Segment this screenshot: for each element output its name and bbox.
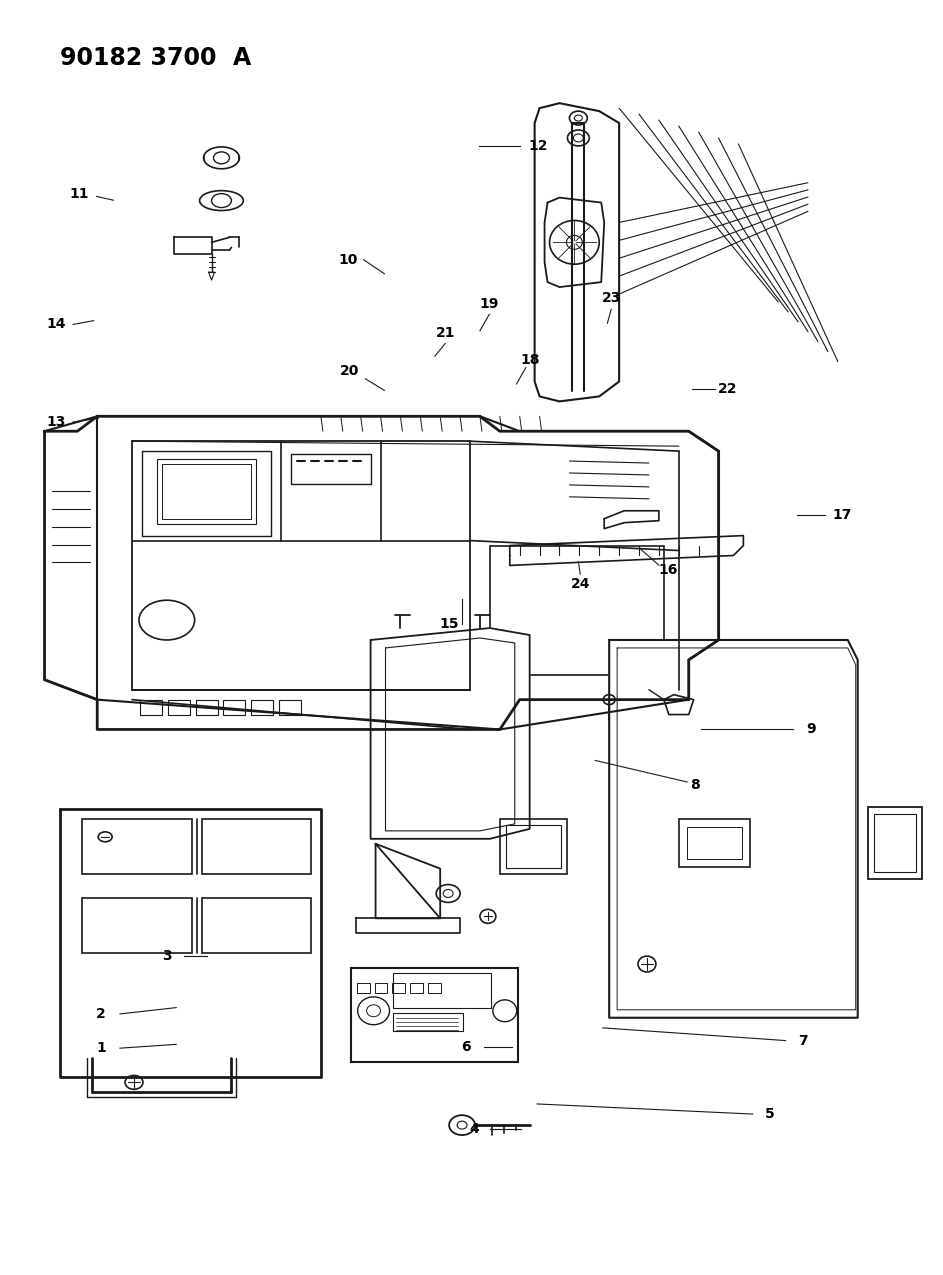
- Text: 20: 20: [339, 365, 359, 379]
- Text: 14: 14: [46, 317, 66, 332]
- Text: 21: 21: [436, 326, 455, 340]
- Text: 17: 17: [832, 507, 852, 521]
- Text: 24: 24: [571, 578, 590, 592]
- Polygon shape: [535, 103, 620, 402]
- Polygon shape: [44, 417, 719, 729]
- Text: 7: 7: [799, 1034, 808, 1048]
- Text: 4: 4: [470, 1122, 479, 1136]
- Polygon shape: [375, 844, 440, 918]
- Text: 22: 22: [718, 382, 737, 397]
- Text: 11: 11: [70, 187, 90, 201]
- Text: 13: 13: [46, 416, 66, 428]
- Text: 8: 8: [689, 778, 700, 792]
- Text: 23: 23: [602, 291, 620, 305]
- Text: 3: 3: [162, 949, 172, 963]
- Text: 2: 2: [96, 1007, 106, 1021]
- Text: 1: 1: [96, 1042, 106, 1056]
- Text: 19: 19: [480, 297, 499, 311]
- Text: 9: 9: [806, 722, 816, 736]
- Text: 5: 5: [765, 1107, 774, 1121]
- Polygon shape: [371, 629, 530, 839]
- Text: 90182 3700  A: 90182 3700 A: [60, 46, 252, 70]
- Text: 16: 16: [658, 564, 678, 578]
- Text: 12: 12: [528, 139, 548, 153]
- Polygon shape: [544, 198, 604, 287]
- Text: 18: 18: [521, 353, 540, 367]
- Text: 15: 15: [439, 617, 458, 631]
- Ellipse shape: [125, 1075, 143, 1089]
- Text: 6: 6: [461, 1040, 471, 1054]
- Text: 10: 10: [339, 252, 357, 266]
- Polygon shape: [609, 640, 858, 1017]
